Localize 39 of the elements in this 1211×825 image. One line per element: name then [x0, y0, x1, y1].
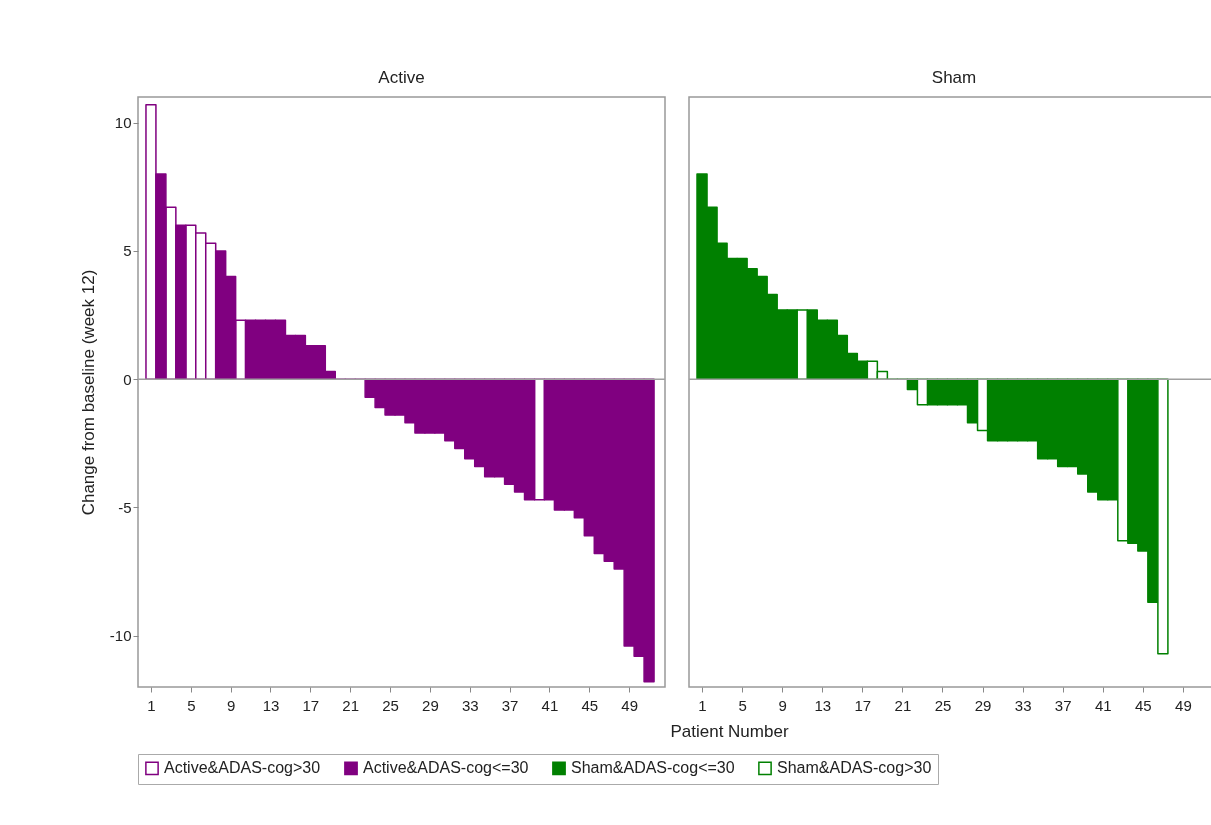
x-tick-label: 29	[422, 696, 439, 714]
x-axis-title: Patient Number	[670, 721, 789, 741]
x-tick-label: 49	[1175, 696, 1192, 714]
x-tick-label: 33	[1014, 696, 1032, 714]
x-tick-label: 5	[738, 696, 747, 714]
x-tick-label: 45	[1135, 696, 1152, 714]
legend-label: Sham&ADAS-cog<=30	[571, 759, 735, 777]
y-tick-label: 0	[123, 370, 132, 388]
y-axis-title: Change from baseline (week 12)	[78, 269, 98, 516]
chart-title: Sham	[931, 68, 977, 87]
y-tick-label: 5	[123, 242, 132, 260]
x-tick-label: 41	[1094, 696, 1112, 714]
x-tick-label: 21	[342, 696, 360, 714]
x-tick-label: 9	[778, 696, 787, 714]
x-tick-label: 21	[894, 696, 912, 714]
legend-label: Active&ADAS-cog>30	[164, 759, 321, 777]
x-tick-label: 33	[461, 696, 479, 714]
x-tick-label: 37	[1054, 696, 1072, 714]
x-tick-label: 1	[147, 696, 156, 714]
x-tick-label: 41	[541, 696, 559, 714]
y-tick-label: -5	[118, 498, 132, 516]
x-tick-label: 25	[382, 696, 399, 714]
chart-title: Active	[378, 68, 425, 87]
x-tick-label: 49	[621, 696, 638, 714]
y-tick-label: -10	[109, 627, 132, 645]
x-tick-label: 13	[262, 696, 280, 714]
x-tick-label: 45	[581, 696, 599, 714]
legend-label: Sham&ADAS-cog>30	[777, 759, 932, 777]
x-tick-label: 5	[187, 696, 196, 714]
x-tick-label: 17	[854, 696, 872, 714]
x-tick-label: 17	[302, 696, 320, 714]
x-tick-label: 25	[934, 696, 952, 714]
y-tick-label: 10	[114, 114, 132, 132]
x-tick-label: 1	[698, 696, 707, 714]
x-tick-label: 37	[501, 696, 519, 714]
x-tick-label: 29	[974, 696, 992, 714]
legend-label: Active&ADAS-cog<=30	[363, 759, 529, 777]
x-tick-label: 9	[226, 696, 236, 714]
x-tick-label: 13	[814, 696, 832, 714]
